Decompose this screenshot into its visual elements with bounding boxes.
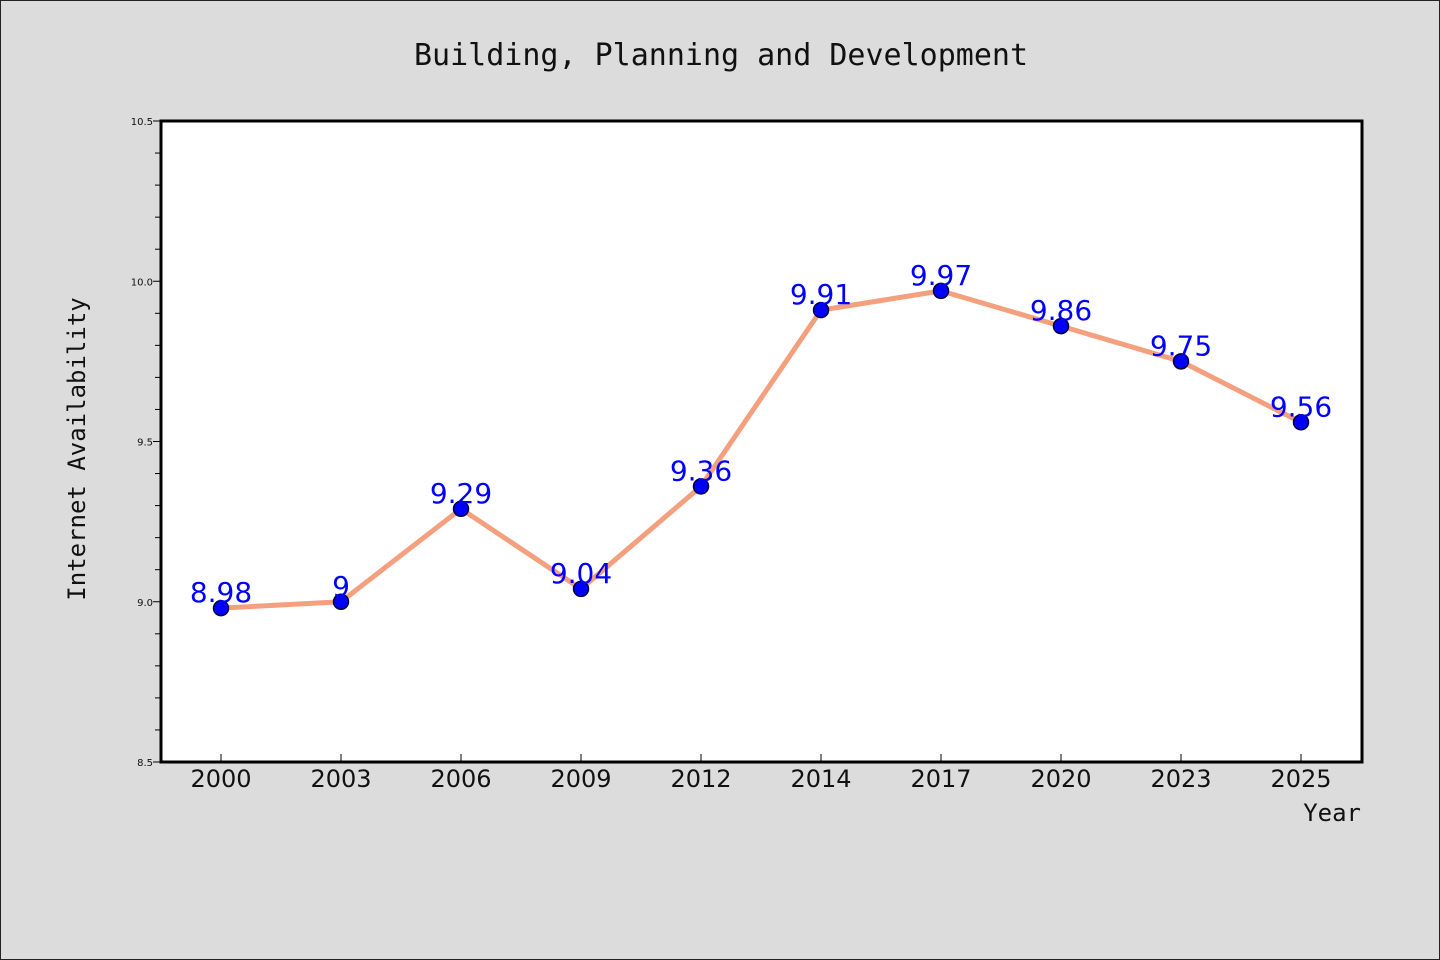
data-point: [212, 599, 230, 617]
data-point: [1292, 414, 1310, 431]
data-label: 9.97: [910, 259, 972, 292]
series-line: [218, 288, 1304, 611]
x-tick-label: 2000: [190, 765, 251, 793]
x-tick-label: 2017: [910, 765, 971, 793]
chart-title: Building, Planning and Development: [414, 38, 1028, 73]
data-point: [572, 580, 590, 598]
plot-area: [159, 119, 1364, 764]
data-point: [452, 500, 470, 518]
y-axis: 8.5 9.0 9.5 10.0 10.5: [131, 117, 161, 769]
data-label: 9: [332, 570, 350, 603]
x-tick-label: 2020: [1030, 765, 1091, 793]
data-label: 9.36: [670, 454, 732, 487]
data-point: [1052, 317, 1070, 335]
data-label: 9.29: [430, 477, 492, 510]
x-tick-label: 2025: [1270, 765, 1331, 793]
y-tick-label: 9.5: [137, 438, 153, 449]
x-tick-label: 2012: [670, 765, 731, 793]
y-tick-label: 10.0: [131, 277, 153, 288]
x-tick-label: 2006: [430, 765, 491, 793]
data-label: 8.98: [190, 576, 252, 609]
data-point: [932, 282, 950, 300]
data-label: 9.04: [550, 557, 612, 590]
y-axis-label: Internet Availability: [63, 297, 91, 600]
x-tick-label: 2003: [310, 765, 371, 793]
data-label: 9.56: [1270, 390, 1332, 423]
data-label-layer: 8.98 9 9.29 9.04 9.36 9.91 9.97 9.86 9.75 9.56: [190, 259, 1332, 609]
x-tick-label: 2014: [790, 765, 851, 793]
data-label: 9.91: [790, 278, 852, 311]
x-axis-label: Year: [1303, 799, 1361, 827]
data-label: 9.86: [1030, 294, 1092, 327]
x-tick-label: 2009: [550, 765, 611, 793]
series-layer: [212, 282, 1310, 617]
x-tick-label: 2023: [1150, 765, 1211, 793]
x-axis: 2000 2003 2006 2009 2012 2014 2017 2020 2023 2025: [190, 754, 1332, 793]
y-tick-label: 8.5: [137, 758, 153, 769]
y-tick-label: 10.5: [131, 117, 153, 128]
y-tick-label: 9.0: [137, 598, 153, 609]
data-label: 9.75: [1150, 329, 1212, 362]
data-point: [1172, 353, 1190, 370]
data-point: [692, 478, 710, 495]
data-point: [332, 593, 350, 610]
data-point: [812, 301, 830, 319]
